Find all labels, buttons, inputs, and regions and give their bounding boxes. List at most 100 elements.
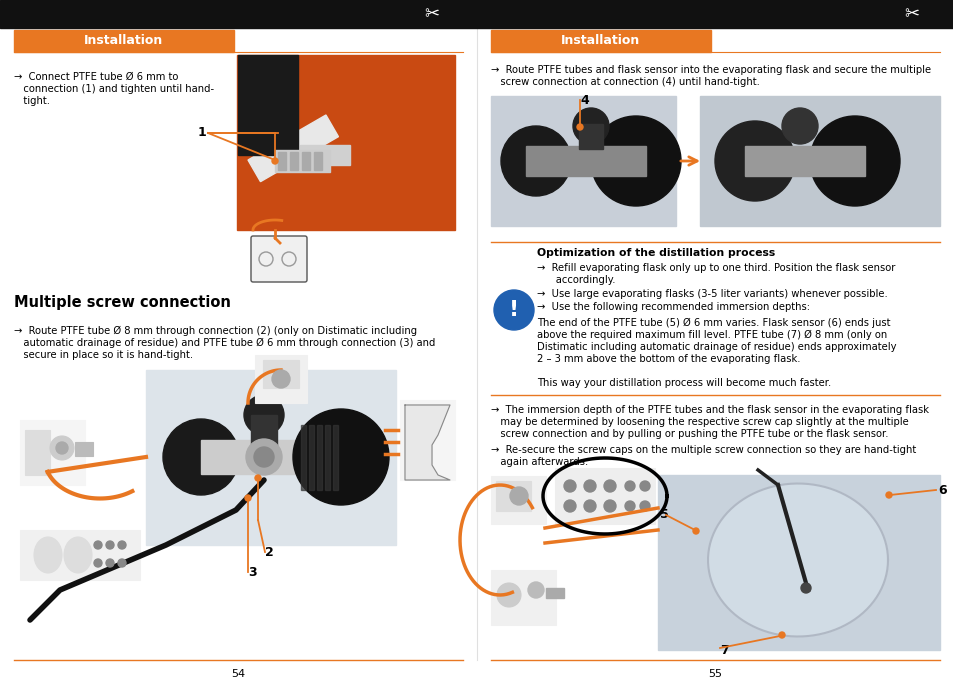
Bar <box>399 400 455 480</box>
Circle shape <box>563 480 576 492</box>
Bar <box>237 55 297 155</box>
Circle shape <box>494 290 534 330</box>
Bar <box>201 440 340 474</box>
Circle shape <box>94 559 102 567</box>
Bar <box>309 425 314 490</box>
Text: The end of the PTFE tube (5) Ø 6 mm varies. Flask sensor (6) ends just: The end of the PTFE tube (5) Ø 6 mm vari… <box>537 318 889 328</box>
Text: This way your distillation process will become much faster.: This way your distillation process will … <box>537 378 830 388</box>
Bar <box>277 152 286 170</box>
Circle shape <box>603 500 616 512</box>
Circle shape <box>272 158 277 164</box>
Text: →  Route PTFE tube Ø 8 mm through connection (2) (only on Distimatic including: → Route PTFE tube Ø 8 mm through connect… <box>14 326 416 336</box>
Circle shape <box>583 500 596 512</box>
Text: →  Use large evaporating flasks (3-5 liter variants) whenever possible.: → Use large evaporating flasks (3-5 lite… <box>537 289 887 299</box>
Bar <box>491 476 545 524</box>
Bar <box>248 115 338 181</box>
Bar <box>491 570 556 625</box>
FancyBboxPatch shape <box>251 236 307 282</box>
Circle shape <box>639 501 649 511</box>
Text: 54: 54 <box>231 669 245 677</box>
Bar <box>254 355 307 403</box>
Circle shape <box>254 475 261 481</box>
Circle shape <box>253 447 274 467</box>
Circle shape <box>563 500 576 512</box>
Circle shape <box>583 480 596 492</box>
Bar <box>251 415 276 455</box>
Bar <box>491 96 676 226</box>
Circle shape <box>779 632 784 638</box>
Circle shape <box>714 121 794 201</box>
Text: 6: 6 <box>937 483 945 496</box>
Bar <box>545 588 563 598</box>
Circle shape <box>118 541 126 549</box>
Circle shape <box>245 495 251 501</box>
Circle shape <box>56 442 68 454</box>
Text: →  Re-secure the screw caps on the multiple screw connection so they are hand-ti: → Re-secure the screw caps on the multip… <box>491 445 915 455</box>
Polygon shape <box>405 405 450 480</box>
Circle shape <box>500 126 571 196</box>
Circle shape <box>163 419 239 495</box>
Bar <box>658 475 939 650</box>
Text: 55: 55 <box>707 669 721 677</box>
Circle shape <box>639 481 649 491</box>
Text: 5: 5 <box>659 508 668 521</box>
Bar <box>700 96 939 226</box>
Circle shape <box>50 436 74 460</box>
Bar <box>301 425 306 490</box>
Circle shape <box>510 487 527 505</box>
Text: ✂: ✂ <box>424 5 439 23</box>
Text: 4: 4 <box>579 93 588 106</box>
Bar <box>299 145 350 165</box>
Bar <box>25 430 50 475</box>
Circle shape <box>272 370 290 388</box>
Bar <box>0 0 953 28</box>
Bar <box>525 146 645 176</box>
Bar <box>578 124 602 149</box>
Text: ✂: ✂ <box>903 5 919 23</box>
Text: connection (1) and tighten until hand-: connection (1) and tighten until hand- <box>14 84 213 94</box>
Circle shape <box>244 395 284 435</box>
Bar <box>491 30 710 52</box>
Bar <box>333 425 337 490</box>
Bar <box>302 152 310 170</box>
Circle shape <box>246 439 282 475</box>
Text: 3: 3 <box>248 565 256 579</box>
Ellipse shape <box>34 537 62 573</box>
Text: →  Connect PTFE tube Ø 6 mm to: → Connect PTFE tube Ø 6 mm to <box>14 72 178 82</box>
Circle shape <box>590 116 680 206</box>
Circle shape <box>809 116 899 206</box>
Circle shape <box>603 480 616 492</box>
Circle shape <box>577 124 582 130</box>
Text: Installation: Installation <box>84 35 164 47</box>
Circle shape <box>118 559 126 567</box>
Text: Multiple screw connection: Multiple screw connection <box>14 295 231 310</box>
Text: screw connection at connection (4) until hand-tight.: screw connection at connection (4) until… <box>491 77 760 87</box>
Bar <box>236 55 455 230</box>
Text: secure in place so it is hand-tight.: secure in place so it is hand-tight. <box>14 350 193 360</box>
Circle shape <box>573 108 608 144</box>
Circle shape <box>781 108 817 144</box>
Bar <box>555 468 655 524</box>
Bar <box>325 425 330 490</box>
Circle shape <box>106 541 113 549</box>
Text: Installation: Installation <box>560 35 640 47</box>
Text: tight.: tight. <box>14 96 50 106</box>
Text: automatic drainage of residue) and PTFE tube Ø 6 mm through connection (3) and: automatic drainage of residue) and PTFE … <box>14 338 435 348</box>
Text: →  Use the following recommended immersion depths:: → Use the following recommended immersio… <box>537 302 809 312</box>
Text: 7: 7 <box>720 644 728 657</box>
Circle shape <box>106 559 113 567</box>
Bar <box>20 420 85 485</box>
Circle shape <box>624 501 635 511</box>
Circle shape <box>94 541 102 549</box>
Text: accordingly.: accordingly. <box>537 275 615 285</box>
Bar <box>290 152 297 170</box>
Circle shape <box>293 409 389 505</box>
Bar <box>314 152 322 170</box>
Text: →  Route PTFE tubes and flask sensor into the evaporating flask and secure the m: → Route PTFE tubes and flask sensor into… <box>491 65 930 75</box>
Text: →  The immersion depth of the PTFE tubes and the flask sensor in the evaporating: → The immersion depth of the PTFE tubes … <box>491 405 928 415</box>
Bar <box>263 360 298 388</box>
Circle shape <box>801 583 810 593</box>
Polygon shape <box>707 483 887 636</box>
Bar <box>274 150 330 172</box>
Circle shape <box>692 528 699 534</box>
